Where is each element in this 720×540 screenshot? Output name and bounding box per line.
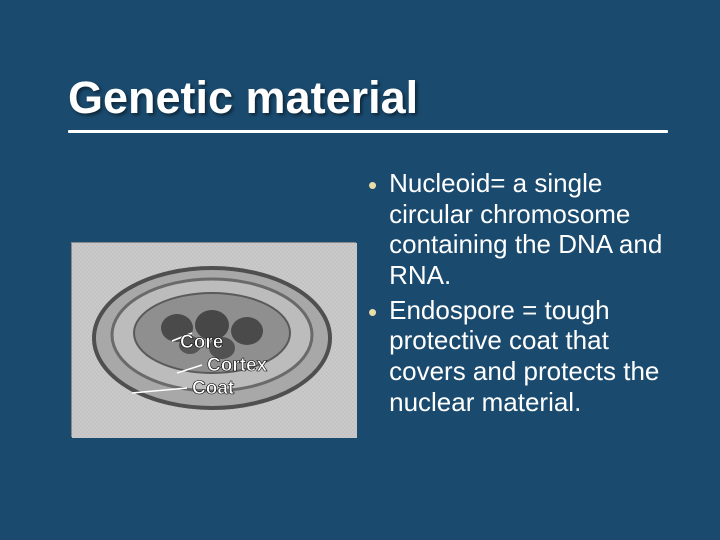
label-coat: Coat [192,378,235,399]
bullet-icon: • [368,297,377,327]
label-cortex: Cortex [207,355,268,376]
image-column: Core Cortex Coat [68,168,358,510]
slide: Genetic material [0,0,720,540]
text-column: • Nucleoid= a single circular chromosome… [368,168,680,510]
bullet-text: Endospore = tough protective coat that c… [389,295,680,418]
bullet-icon: • [368,170,377,200]
title-area: Genetic material [68,72,680,133]
endospore-diagram: Core Cortex Coat [71,242,356,437]
content-area: Core Cortex Coat • Nucleoid= a single ci… [68,168,680,510]
bullet-text: Nucleoid= a single circular chromosome c… [389,168,680,291]
list-item: • Nucleoid= a single circular chromosome… [368,168,680,291]
list-item: • Endospore = tough protective coat that… [368,295,680,418]
slide-title: Genetic material [68,72,680,124]
label-core: Core [180,332,223,353]
title-underline [68,130,668,133]
